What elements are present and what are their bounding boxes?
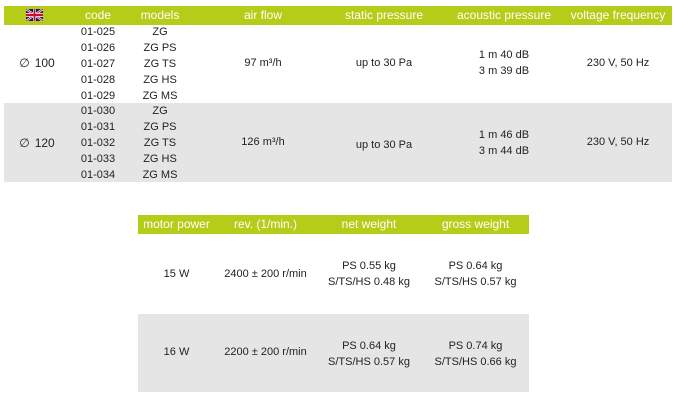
model-item: ZG TS bbox=[143, 58, 177, 70]
gross-weight-item: S/TS/HS 0.66 kg bbox=[434, 356, 517, 368]
diameter-value: 120 bbox=[34, 136, 55, 150]
code-item: 01-028 bbox=[80, 74, 116, 86]
net-weight-item: S/TS/HS 0.48 kg bbox=[328, 276, 410, 288]
model-list: ZG ZG PS ZG TS ZG HS ZG MS bbox=[132, 103, 188, 183]
voltage-frequency-value: 230 V, 50 Hz bbox=[586, 136, 650, 148]
motor-power-value: 15 W bbox=[163, 268, 190, 280]
header-voltage-frequency: voltage frequency bbox=[570, 8, 666, 22]
diameter-symbol: ∅ bbox=[19, 56, 30, 70]
static-pressure-value: up to 30 Pa bbox=[355, 139, 413, 151]
model-item: ZG bbox=[152, 26, 168, 38]
model-item: ZG HS bbox=[143, 74, 177, 86]
acoustic-item: 3 m 44 dB bbox=[478, 145, 530, 157]
rev-value: 2400 ± 200 r/min bbox=[224, 268, 307, 280]
table1-header: code models air flow static pressure aco… bbox=[4, 6, 672, 25]
code-item: 01-030 bbox=[80, 105, 116, 117]
header-motor-power: motor power bbox=[143, 217, 210, 231]
gross-weight-item: S/TS/HS 0.57 kg bbox=[434, 276, 517, 288]
model-item: ZG bbox=[152, 105, 168, 117]
rev-value: 2200 ± 200 r/min bbox=[224, 346, 307, 358]
net-weight-item: PS 0.64 kg bbox=[342, 340, 396, 352]
code-item: 01-034 bbox=[80, 169, 116, 181]
acoustic-item: 1 m 46 dB bbox=[478, 129, 530, 141]
header-gross-weight: gross weight bbox=[441, 217, 510, 231]
header-static-pressure: static pressure bbox=[344, 8, 424, 22]
diameter-value: 100 bbox=[34, 56, 55, 70]
code-item: 01-027 bbox=[80, 58, 116, 70]
model-item: ZG MS bbox=[142, 90, 178, 102]
model-item: ZG TS bbox=[143, 137, 177, 149]
acoustic-item: 3 m 39 dB bbox=[478, 65, 530, 77]
header-acoustic-pressure: acoustic pressure bbox=[456, 8, 552, 22]
code-list: 01-025 01-026 01-027 01-028 01-029 bbox=[74, 24, 122, 104]
model-item: ZG HS bbox=[143, 153, 177, 165]
code-item: 01-033 bbox=[80, 153, 116, 165]
model-item: ZG PS bbox=[143, 42, 177, 54]
air-flow-value: 97 m³/h bbox=[244, 57, 282, 69]
header-models: models bbox=[140, 8, 180, 22]
diameter-symbol: ∅ bbox=[19, 136, 30, 150]
code-item: 01-031 bbox=[80, 121, 116, 133]
acoustic-pressure-values: 1 m 46 dB 3 m 44 dB bbox=[444, 127, 564, 159]
code-item: 01-026 bbox=[80, 42, 116, 54]
gross-weight-item: PS 0.64 kg bbox=[448, 260, 503, 272]
net-weight-item: S/TS/HS 0.57 kg bbox=[328, 356, 410, 368]
acoustic-pressure-values: 1 m 40 dB 3 m 39 dB bbox=[444, 47, 564, 79]
header-net-weight: net weight bbox=[341, 217, 397, 231]
code-item: 01-032 bbox=[80, 137, 116, 149]
code-list: 01-030 01-031 01-032 01-033 01-034 bbox=[74, 103, 122, 183]
uk-flag-icon bbox=[26, 9, 43, 21]
gross-weight-values: PS 0.64 kg S/TS/HS 0.57 kg bbox=[422, 258, 529, 290]
net-weight-item: PS 0.55 kg bbox=[342, 260, 396, 272]
header-rev: rev. (1/min.) bbox=[233, 217, 298, 231]
table-row: ∅ 100 01-025 01-026 01-027 01-028 01-029 … bbox=[4, 25, 672, 103]
table2-header: motor power rev. (1/min.) net weight gro… bbox=[138, 215, 529, 234]
header-code: code bbox=[84, 8, 112, 22]
gross-weight-item: PS 0.74 kg bbox=[448, 340, 503, 352]
diameter-cell: ∅ 100 bbox=[14, 56, 60, 70]
static-pressure-value: up to 30 Pa bbox=[355, 57, 413, 69]
net-weight-values: PS 0.64 kg S/TS/HS 0.57 kg bbox=[316, 338, 422, 370]
diameter-cell: ∅ 120 bbox=[14, 136, 60, 150]
table-row: 16 W 2200 ± 200 r/min PS 0.64 kg S/TS/HS… bbox=[138, 314, 529, 392]
code-item: 01-029 bbox=[80, 90, 116, 102]
model-item: ZG MS bbox=[142, 169, 178, 181]
table-row: ∅ 120 01-030 01-031 01-032 01-033 01-034 … bbox=[4, 103, 672, 182]
table-row: 15 W 2400 ± 200 r/min PS 0.55 kg S/TS/HS… bbox=[138, 234, 529, 314]
model-list: ZG ZG PS ZG TS ZG HS ZG MS bbox=[132, 24, 188, 104]
voltage-frequency-value: 230 V, 50 Hz bbox=[586, 57, 650, 69]
gross-weight-values: PS 0.74 kg S/TS/HS 0.66 kg bbox=[422, 338, 529, 370]
code-item: 01-025 bbox=[80, 26, 116, 38]
air-flow-value: 126 m³/h bbox=[241, 136, 285, 148]
motor-power-value: 16 W bbox=[163, 346, 190, 358]
acoustic-item: 1 m 40 dB bbox=[478, 49, 530, 61]
model-item: ZG PS bbox=[143, 121, 177, 133]
header-air-flow: air flow bbox=[243, 8, 282, 22]
net-weight-values: PS 0.55 kg S/TS/HS 0.48 kg bbox=[316, 258, 422, 290]
